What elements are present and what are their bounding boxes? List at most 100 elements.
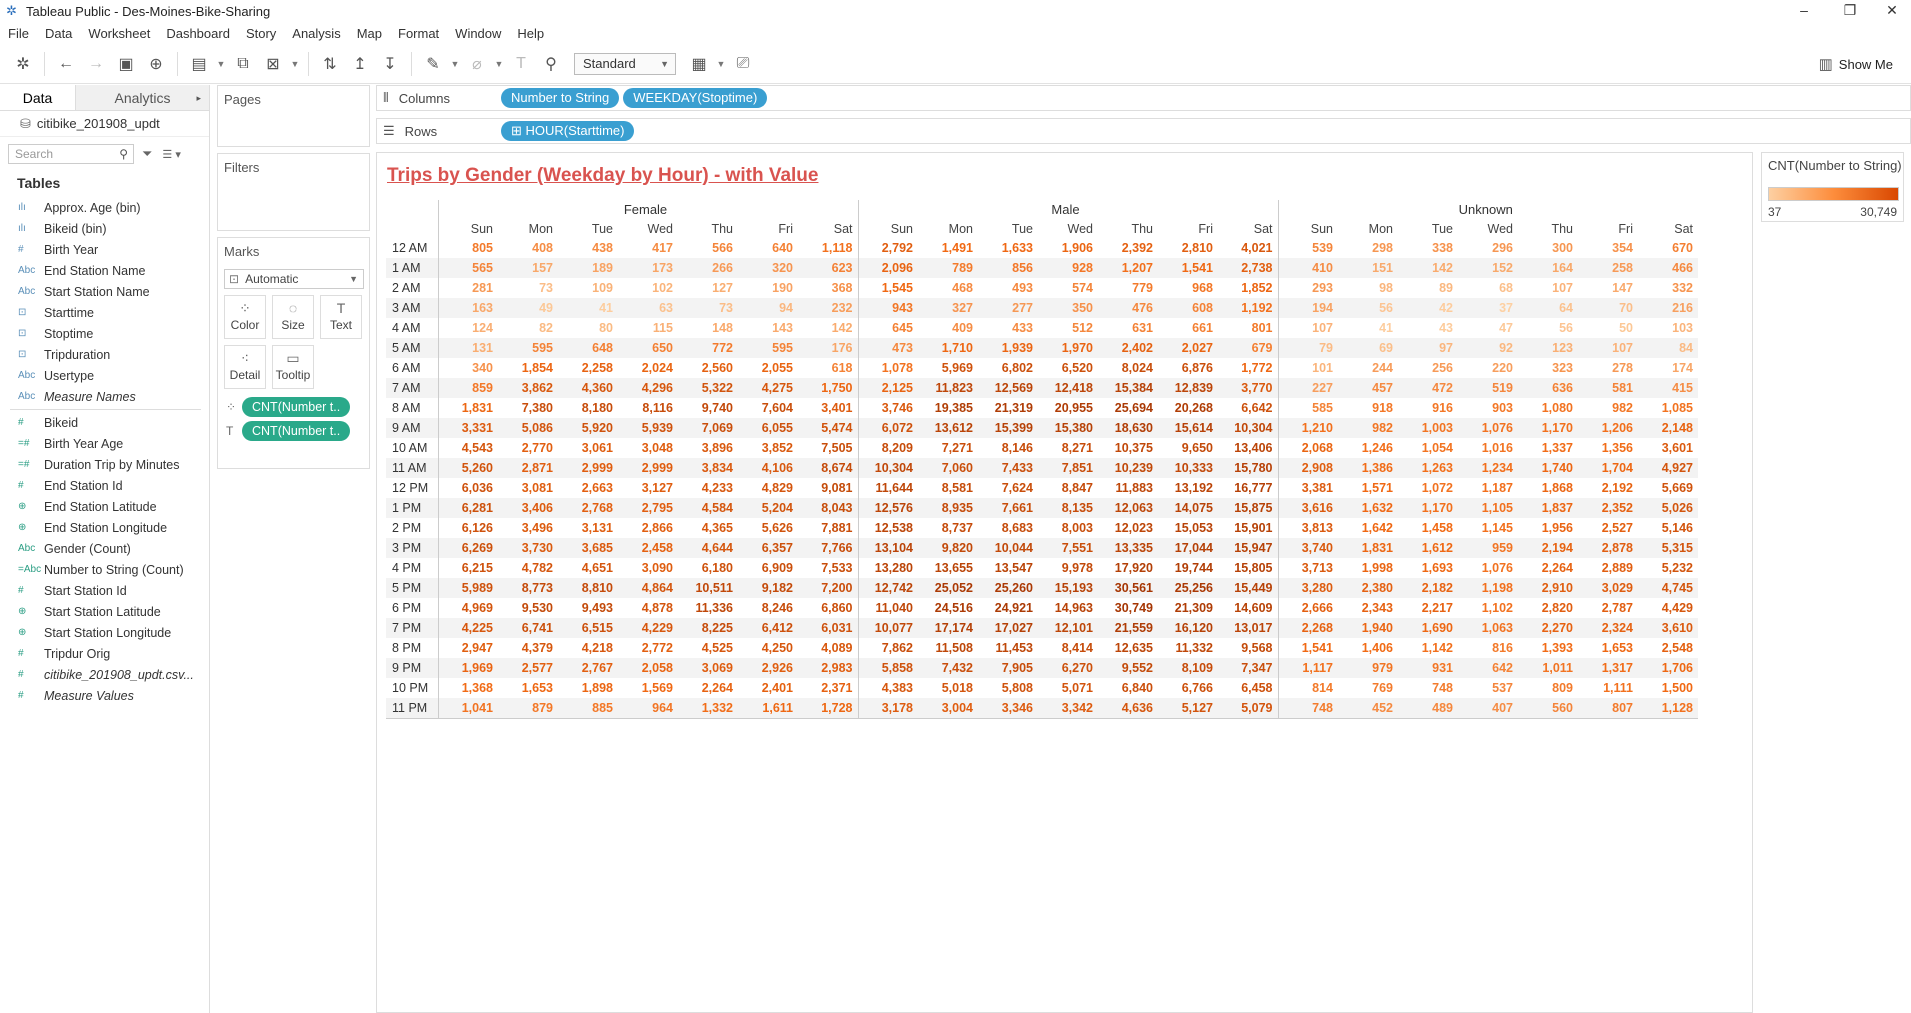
value-cell[interactable]: 5,920 xyxy=(558,418,618,438)
value-cell[interactable]: 1,206 xyxy=(1578,418,1638,438)
value-cell[interactable]: 6,642 xyxy=(1241,401,1273,415)
value-cell[interactable]: 2,027 xyxy=(1158,338,1218,358)
menu-map[interactable]: Map xyxy=(356,25,382,41)
value-cell[interactable]: 1,569 xyxy=(641,681,673,695)
sort-descending-icon[interactable]: ↧ xyxy=(383,55,397,73)
value-cell[interactable]: 4,864 xyxy=(618,578,678,598)
value-cell[interactable]: 13,406 xyxy=(1234,441,1273,455)
value-cell[interactable]: 1,368 xyxy=(461,681,493,695)
value-cell[interactable]: 1,187 xyxy=(1481,481,1513,495)
value-cell[interactable]: 489 xyxy=(1398,698,1458,719)
value-cell[interactable]: 6,036 xyxy=(461,481,493,495)
pages-card[interactable]: Pages xyxy=(217,85,370,147)
marks-tooltip-button[interactable]: ▭ Tooltip xyxy=(272,345,314,389)
value-cell[interactable]: 2,392 xyxy=(1121,241,1153,255)
value-cell[interactable]: 7,851 xyxy=(1038,458,1098,478)
value-cell[interactable]: 6,269 xyxy=(438,538,498,558)
value-cell[interactable]: 50 xyxy=(1619,321,1633,335)
value-cell[interactable]: 15,399 xyxy=(978,418,1038,438)
value-cell[interactable]: 107 xyxy=(1277,318,1338,338)
value-cell[interactable]: 1,898 xyxy=(581,681,613,695)
value-cell[interactable]: 6,458 xyxy=(1241,681,1273,695)
marks-detail-button[interactable]: ⁖ Detail xyxy=(224,345,266,389)
value-cell[interactable]: 1,142 xyxy=(1421,641,1453,655)
value-cell[interactable]: 3,852 xyxy=(761,441,793,455)
field-item[interactable]: # Bikeid xyxy=(0,412,209,433)
field-item[interactable]: Abc Gender (Count) xyxy=(0,538,209,559)
fix-axes-icon[interactable]: ⚲ xyxy=(545,55,557,73)
value-cell[interactable]: 636 xyxy=(1518,378,1578,398)
menu-file[interactable]: File xyxy=(8,25,29,41)
value-cell[interactable]: 131 xyxy=(438,338,498,358)
value-cell[interactable]: 354 xyxy=(1612,241,1633,255)
value-cell[interactable]: 4,250 xyxy=(761,641,793,655)
value-cell[interactable]: 6,909 xyxy=(761,561,793,575)
value-cell[interactable]: 332 xyxy=(1672,281,1693,295)
value-cell[interactable]: 4,525 xyxy=(701,641,733,655)
menu-worksheet[interactable]: Worksheet xyxy=(88,25,151,41)
value-cell[interactable]: 15,449 xyxy=(1218,578,1278,598)
value-cell[interactable]: 2,380 xyxy=(1338,578,1398,598)
value-cell[interactable]: 8,003 xyxy=(1061,521,1093,535)
value-cell[interactable]: 2,999 xyxy=(618,458,678,478)
value-cell[interactable]: 3,280 xyxy=(1277,578,1338,598)
value-cell[interactable]: 5,086 xyxy=(498,418,558,438)
value-cell[interactable]: 3,048 xyxy=(641,441,673,455)
value-cell[interactable]: 124 xyxy=(472,321,493,335)
value-cell[interactable]: 3,862 xyxy=(498,378,558,398)
value-cell[interactable]: 779 xyxy=(1132,281,1153,295)
view-fit-select[interactable]: Standard ▼ xyxy=(574,52,676,75)
value-cell[interactable]: 340 xyxy=(472,361,493,375)
value-cell[interactable]: 585 xyxy=(1277,398,1338,418)
value-cell[interactable]: 1,612 xyxy=(1398,538,1458,558)
value-cell[interactable]: 5,808 xyxy=(1001,681,1033,695)
value-cell[interactable]: 2,264 xyxy=(701,681,733,695)
value-cell[interactable]: 623 xyxy=(798,258,858,278)
value-cell[interactable]: 2,820 xyxy=(1541,601,1573,615)
save-icon[interactable]: ▣ xyxy=(118,55,134,73)
value-cell[interactable]: 4,021 xyxy=(1241,241,1273,255)
value-cell[interactable]: 5,018 xyxy=(941,681,973,695)
value-cell[interactable]: 6,357 xyxy=(738,538,798,558)
value-cell[interactable]: 9,820 xyxy=(918,538,978,558)
value-cell[interactable]: 2,792 xyxy=(857,238,918,258)
value-cell[interactable]: 20,955 xyxy=(1054,401,1093,415)
value-cell[interactable]: 1,653 xyxy=(521,681,553,695)
value-cell[interactable]: 8,935 xyxy=(918,498,978,518)
value-cell[interactable]: 959 xyxy=(1458,538,1518,558)
minimize-icon[interactable]: – xyxy=(1800,2,1808,18)
filter-icon[interactable]: ⏷ xyxy=(142,146,153,161)
value-cell[interactable]: 1,198 xyxy=(1458,578,1518,598)
chevron-down-icon[interactable]: ▼ xyxy=(716,58,726,69)
field-item[interactable]: # End Station Id xyxy=(0,475,209,496)
clear-sheet-icon[interactable]: ⊠ xyxy=(266,55,280,73)
value-cell[interactable]: 25,256 xyxy=(1158,578,1218,598)
value-cell[interactable]: 1,956 xyxy=(1541,521,1573,535)
value-cell[interactable]: 9,182 xyxy=(738,578,798,598)
value-cell[interactable]: 10,333 xyxy=(1158,458,1218,478)
value-cell[interactable]: 3,061 xyxy=(581,441,613,455)
value-cell[interactable]: 8,737 xyxy=(941,521,973,535)
mark-type-select[interactable]: ⊡ Automatic ▼ xyxy=(224,269,364,289)
value-cell[interactable]: 1,706 xyxy=(1638,658,1698,678)
menu-window[interactable]: Window xyxy=(455,25,502,41)
value-cell[interactable]: 115 xyxy=(652,321,673,335)
value-cell[interactable]: 2,810 xyxy=(1181,241,1213,255)
value-cell[interactable]: 5,322 xyxy=(678,378,738,398)
value-cell[interactable]: 566 xyxy=(712,241,733,255)
value-cell[interactable]: 19,385 xyxy=(934,401,973,415)
value-cell[interactable]: 11,332 xyxy=(1175,641,1213,655)
value-cell[interactable]: 3,770 xyxy=(1218,378,1278,398)
value-cell[interactable]: 7,661 xyxy=(978,498,1038,518)
value-cell[interactable]: 102 xyxy=(652,281,673,295)
value-cell[interactable]: 3,090 xyxy=(641,561,673,575)
value-cell[interactable]: 1,704 xyxy=(1578,458,1638,478)
value-cell[interactable]: 1,085 xyxy=(1661,401,1693,415)
value-cell[interactable]: 368 xyxy=(831,281,853,295)
value-cell[interactable]: 466 xyxy=(1638,258,1698,278)
redo-icon[interactable]: → xyxy=(88,54,104,72)
value-cell[interactable]: 7,200 xyxy=(798,578,858,598)
value-cell[interactable]: 3,496 xyxy=(521,521,553,535)
value-cell[interactable]: 1,080 xyxy=(1541,401,1573,415)
value-cell[interactable]: 4,225 xyxy=(438,618,498,638)
